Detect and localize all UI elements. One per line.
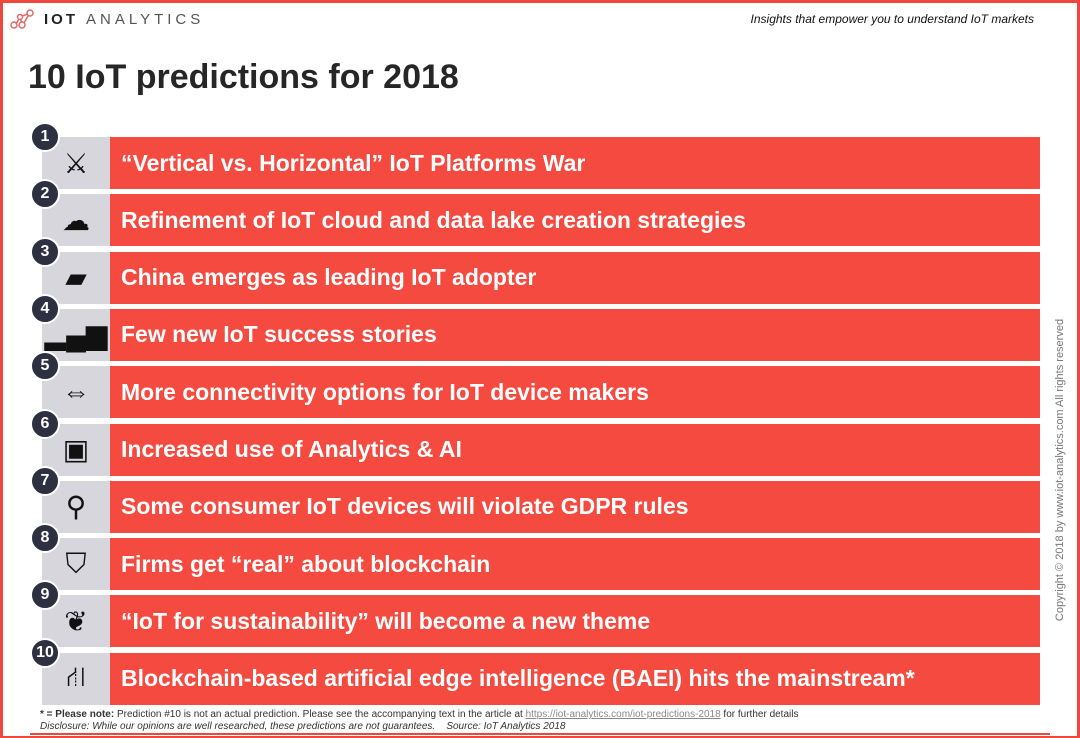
bar-chart-question-icon: ▂▄▆ [42,308,110,361]
logo: IOT ANALYTICS [10,9,204,29]
road-icon-glyph: ⛙ [66,660,86,692]
prediction-text: Refinement of IoT cloud and data lake cr… [110,194,1040,247]
footer-note: * = Please note: Prediction #10 is not a… [40,709,798,733]
china-map-icon-glyph: ▰ [65,262,87,294]
hand-plant-icon-glyph: ❦ [64,605,88,637]
prediction-text: Some consumer IoT devices will violate G… [110,480,1040,533]
number-badge: 1 [30,122,60,152]
prediction-row: 6 ▣ Increased use of Analytics & AI [30,408,1040,476]
bar-chart-question-icon-glyph: ▂▄▆ [44,319,108,351]
prediction-text: Blockchain-based artificial edge intelli… [110,652,1040,705]
prediction-row: 10 ⛙ Blockchain-based artificial edge in… [30,637,1040,705]
prediction-row: 2 ☁ Refinement of IoT cloud and data lak… [30,179,1040,247]
number-badge: 9 [30,580,60,611]
prediction-text: Few new IoT success stories [110,308,1040,361]
number-badge: 5 [30,351,60,382]
crossed-swords-icon-glyph: ⚔ [63,147,89,179]
prediction-row: 1 ⚔ “Vertical vs. Horizontal” IoT Platfo… [30,122,1040,189]
number-badge: 3 [30,236,60,267]
prediction-row: 9 ❦ “IoT for sustainability” will become… [30,580,1040,648]
logo-text-light: ANALYTICS [86,10,205,28]
shield-check-icon-glyph: ⛉ [65,547,87,579]
tagline: Insights that empower you to understand … [750,12,1034,26]
disclosure: Disclosure: While our opinions are well … [40,721,566,732]
note-label: * = Please note: [40,709,115,720]
bottom-divider [30,733,1050,735]
number-badge: 8 [30,523,60,554]
prediction-text: Increased use of Analytics & AI [110,423,1040,476]
person-arrows-icon-glyph: ⇔ [62,376,90,408]
copyright: Copyright © 2018 by www.iot-analytics.co… [1054,318,1066,622]
number-badge: 10 [30,637,60,668]
note-end: for further details [720,709,799,720]
note-text: Prediction #10 is not an actual predicti… [114,709,526,720]
network-logo-icon [10,9,34,29]
prediction-row: 4 ▂▄▆ Few new IoT success stories [30,293,1040,361]
prediction-text: China emerges as leading IoT adopter [110,251,1040,304]
prediction-text: “IoT for sustainability” will become a n… [110,595,1040,648]
prediction-row: 8 ⛉ Firms get “real” about blockchain [30,523,1040,591]
logo-text-bold: IOT [44,10,78,28]
prediction-text: “Vertical vs. Horizontal” IoT Platforms … [110,137,1040,189]
number-badge: 2 [30,179,60,210]
prediction-row: 3 ▰ China emerges as leading IoT adopter [30,236,1040,304]
magnifier-icon-glyph: ⚲ [65,491,87,523]
brain-chip-icon-glyph: ▣ [62,434,90,465]
article-link[interactable]: https://iot-analytics.com/iot-prediction… [525,709,721,720]
number-badge: 4 [30,293,60,324]
page-title: 10 IoT predictions for 2018 [28,58,459,96]
prediction-row: 5 ⇔ More connectivity options for IoT de… [30,351,1040,419]
number-badge: 7 [30,465,60,496]
cloud-icon-glyph: ☁ [62,204,90,236]
prediction-row: 7 ⚲ Some consumer IoT devices will viola… [30,465,1040,533]
prediction-text: Firms get “real” about blockchain [110,538,1040,591]
china-map-icon: ▰ [42,251,110,304]
number-badge: 6 [30,408,60,439]
prediction-text: More connectivity options for IoT device… [110,366,1040,419]
road-icon: ⛙ [42,652,110,705]
